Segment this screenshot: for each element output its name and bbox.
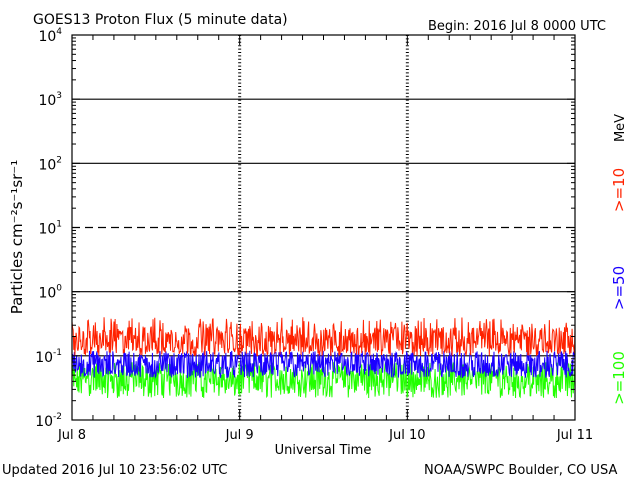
x-tick-label: Jul 11 [556, 428, 593, 443]
x-tick-label: Jul 10 [388, 428, 425, 443]
x-axis-label: Universal Time [275, 443, 372, 458]
chart-title: GOES13 Proton Flux (5 minute data) [33, 12, 288, 28]
y-axis-ticks [72, 37, 575, 421]
y-tick-label: 104 [38, 27, 62, 45]
y-tick-label: 101 [38, 220, 62, 238]
energy-unit-label: MeV [613, 114, 628, 142]
y-tick-label: 102 [38, 155, 62, 173]
series-line [71, 349, 576, 379]
y-axis-tick-labels: 10-2 10-1 100 101 102 103 104 [35, 27, 62, 430]
credit-label: NOAA/SWPC Boulder, CO USA [424, 463, 617, 478]
y-tick-label: 10-2 [35, 412, 62, 430]
y-axis-label: Particles cm⁻²s⁻¹sr⁻¹ [8, 160, 26, 314]
threshold-lines [72, 98, 575, 357]
legend-ge100: >=100 [610, 351, 628, 405]
y-tick-label: 103 [38, 91, 62, 109]
series-layer [71, 317, 576, 399]
y-tick-label: 100 [38, 284, 62, 302]
x-tick-label: Jul 9 [225, 428, 254, 443]
legend-ge10: >=10 [610, 168, 628, 212]
updated-timestamp: Updated 2016 Jul 10 23:56:02 UTC [2, 463, 227, 478]
begin-label: Begin: 2016 Jul 8 0000 UTC [428, 19, 606, 34]
series-line [71, 317, 576, 357]
x-axis-tick-labels: Jul 8 Jul 9 Jul 10 Jul 11 [57, 428, 593, 443]
legend-ge50: >=50 [610, 266, 628, 310]
x-axis-ticks [71, 35, 576, 420]
x-tick-label: Jul 8 [57, 428, 86, 443]
energy-legend: MeV >=10 >=50 >=100 [610, 114, 628, 405]
y-tick-label: 10-1 [35, 348, 62, 366]
